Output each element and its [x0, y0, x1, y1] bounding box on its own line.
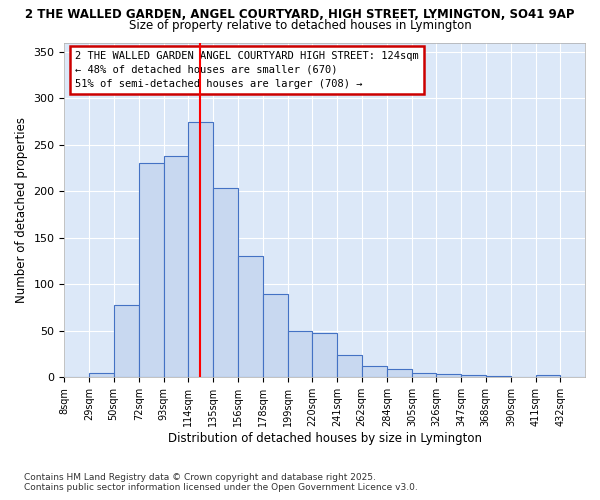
Text: Size of property relative to detached houses in Lymington: Size of property relative to detached ho… — [128, 19, 472, 32]
Text: 2 THE WALLED GARDEN, ANGEL COURTYARD, HIGH STREET, LYMINGTON, SO41 9AP: 2 THE WALLED GARDEN, ANGEL COURTYARD, HI… — [25, 8, 575, 20]
Bar — [412, 372, 436, 378]
Bar — [288, 331, 313, 378]
Bar — [89, 372, 113, 378]
Text: Contains HM Land Registry data © Crown copyright and database right 2025.
Contai: Contains HM Land Registry data © Crown c… — [24, 473, 418, 492]
Text: 2 THE WALLED GARDEN ANGEL COURTYARD HIGH STREET: 124sqm
← 48% of detached houses: 2 THE WALLED GARDEN ANGEL COURTYARD HIGH… — [75, 51, 419, 89]
Bar — [238, 256, 263, 378]
Bar — [188, 122, 213, 378]
Bar — [387, 369, 412, 378]
Bar — [461, 376, 485, 378]
Bar — [263, 294, 288, 378]
Bar — [113, 305, 139, 378]
Y-axis label: Number of detached properties: Number of detached properties — [15, 117, 28, 303]
Bar — [337, 355, 362, 378]
Bar — [436, 374, 461, 378]
Bar — [313, 332, 337, 378]
X-axis label: Distribution of detached houses by size in Lymington: Distribution of detached houses by size … — [168, 432, 482, 445]
Bar — [362, 366, 387, 378]
Bar — [139, 164, 164, 378]
Bar — [536, 376, 560, 378]
Bar — [213, 188, 238, 378]
Bar — [164, 156, 188, 378]
Bar — [485, 376, 511, 378]
